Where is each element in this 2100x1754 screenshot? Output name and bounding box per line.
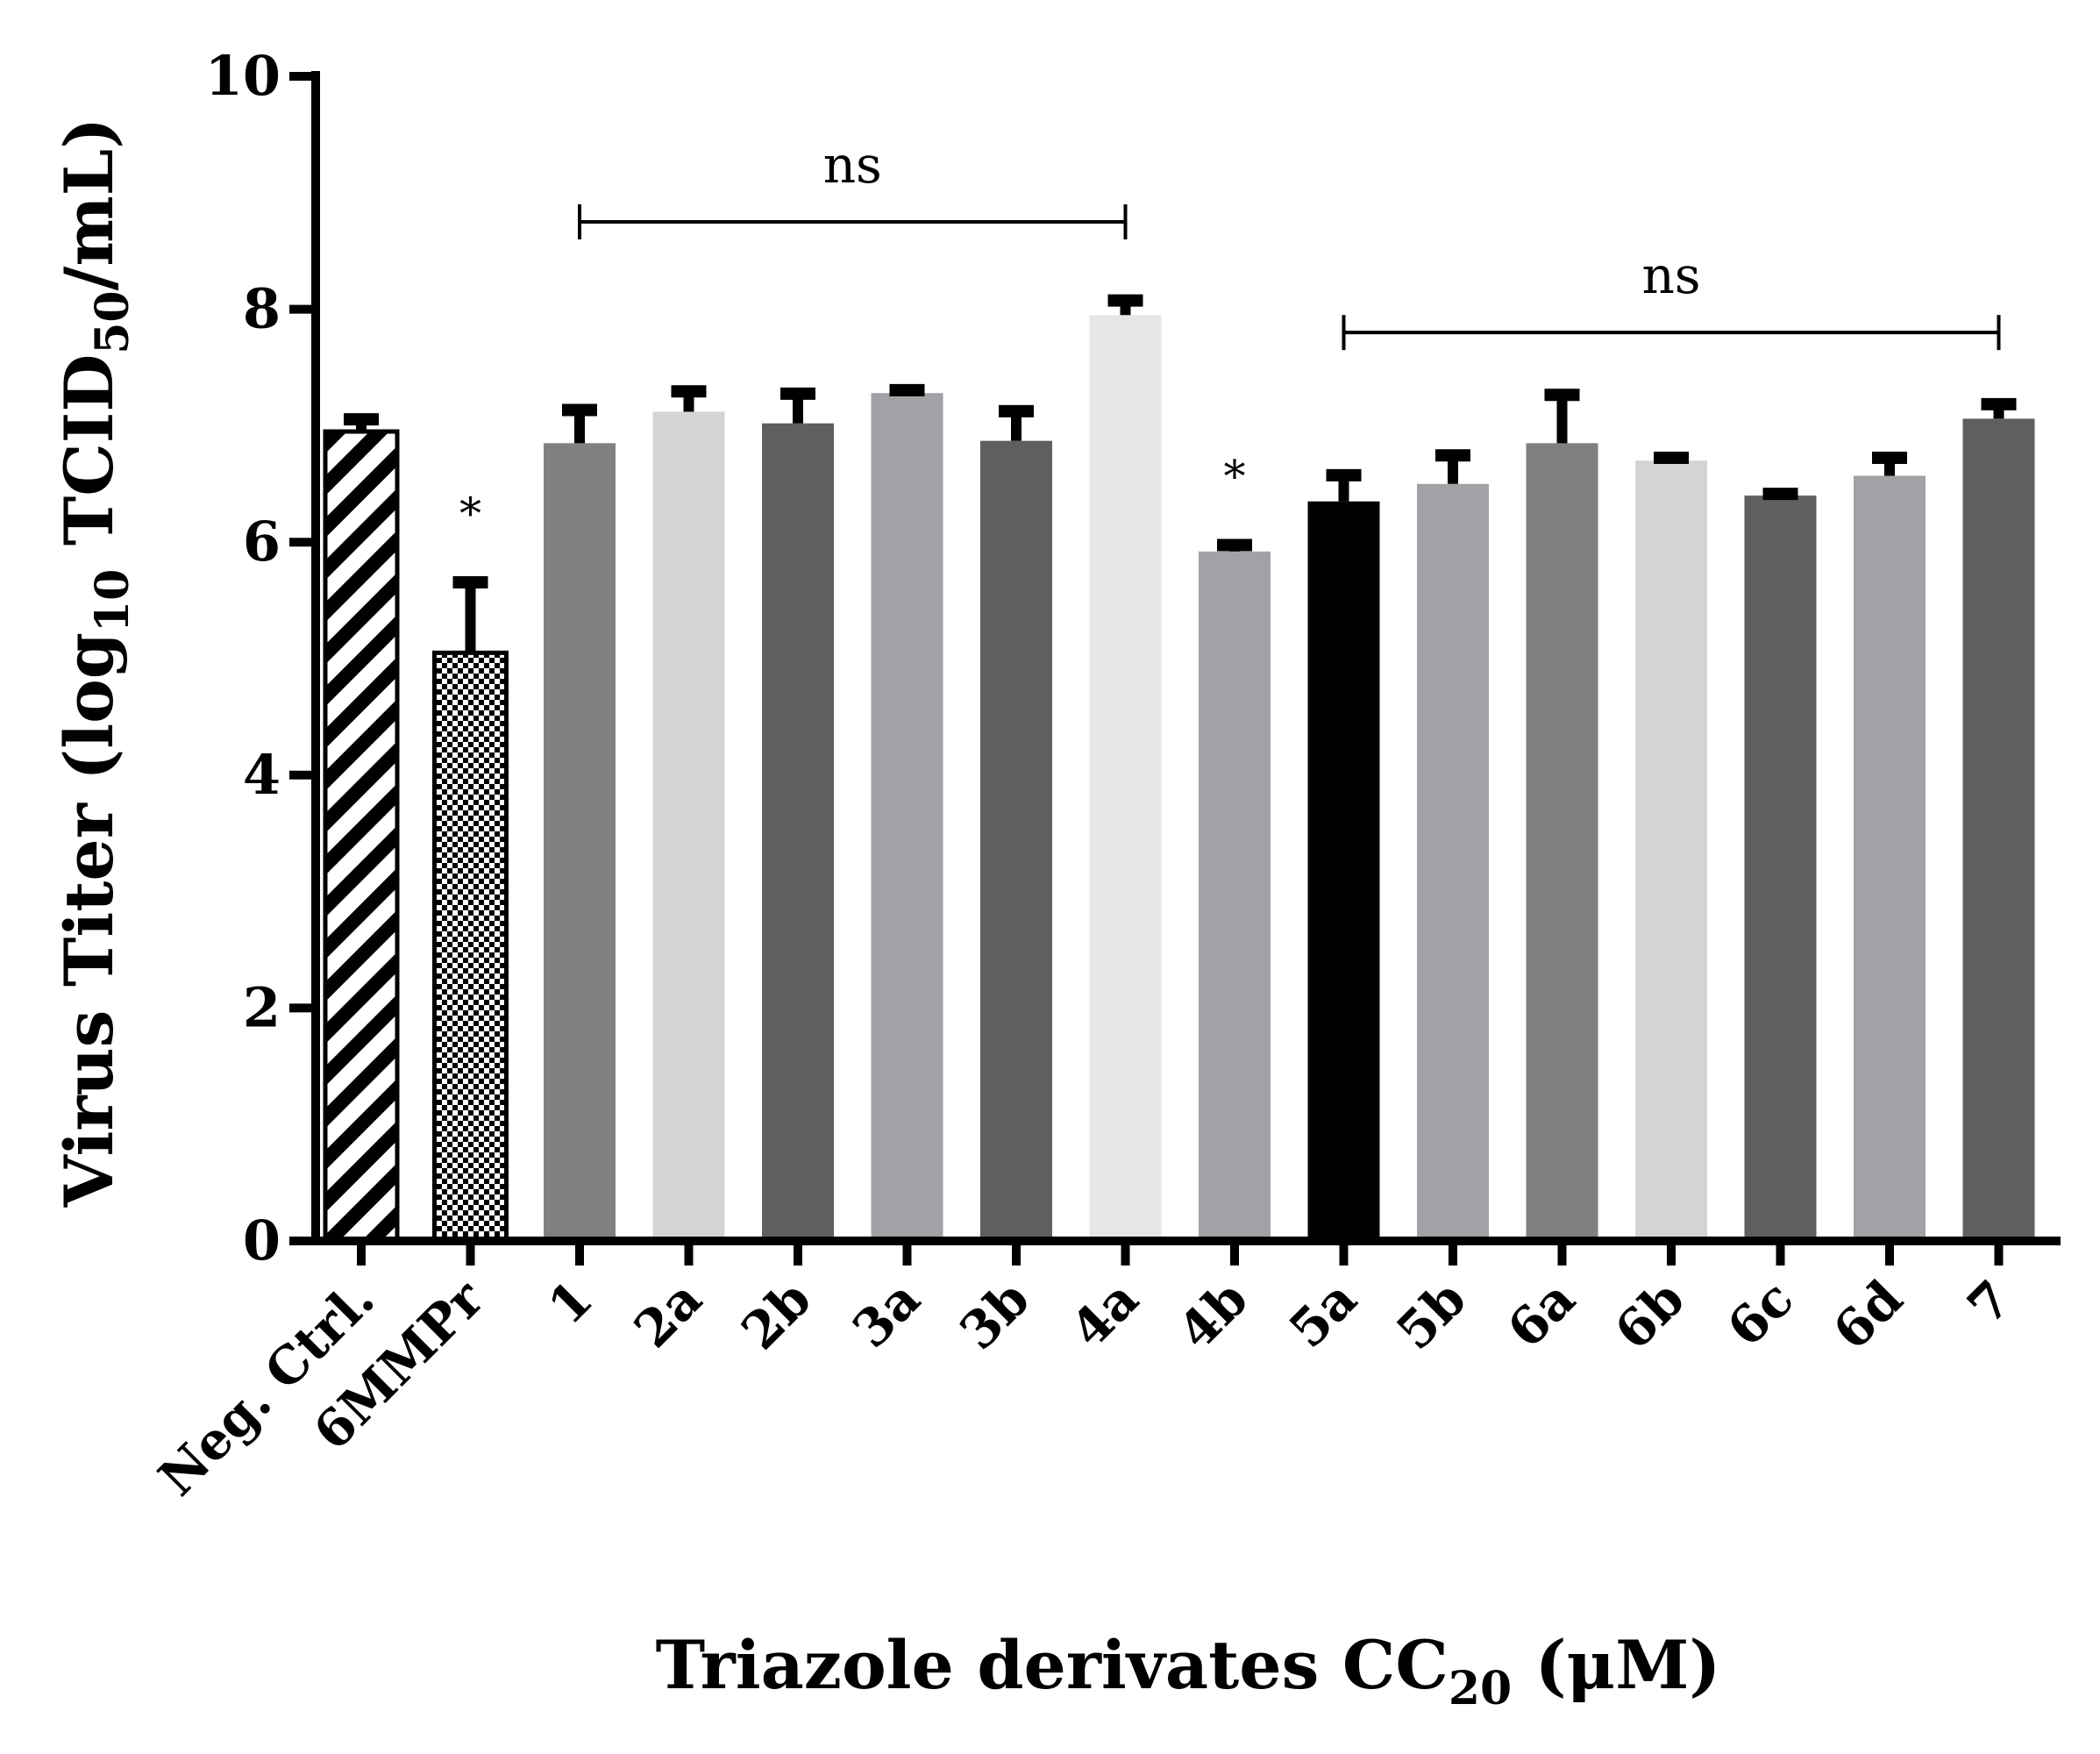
x-tick-label-2a: 2a [623,1269,713,1359]
y-tick-label-0: 0 [243,1209,281,1273]
bar-4a [1089,315,1162,1241]
significance-star-6MMPr: * [459,488,481,539]
x-tick-label-3b: 3b [949,1269,1041,1361]
x-tick-label-2b: 2b [730,1269,822,1361]
x-tick-label-4a: 4a [1059,1269,1150,1359]
x-axis-title-suffix: (μM) [1512,1626,1720,1704]
x-axis-title-sub: 20 [1449,1662,1512,1715]
y-tick-label-2: 2 [243,975,281,1039]
x-tick-label-7: 7 [1956,1269,2024,1337]
x-tick-label-5b: 5b [1385,1269,1477,1361]
x-tick-label-3a: 3a [841,1269,931,1359]
bar-6d [1854,475,1926,1241]
x-tick-label-5a: 5a [1278,1269,1368,1359]
annotations-layer: * * ns ns [459,135,2001,539]
y-axis-title-suffix: /mL) [50,118,128,291]
x-axis-title: Triazole derivates CC20 (μM) [656,1626,1721,1715]
x-tick-label-1: 1 [537,1269,604,1337]
x-tick-label-6b: 6b [1604,1269,1696,1361]
bar-6b [1635,460,1707,1241]
bar-6MMPr [432,650,509,1244]
y-tick-label-8: 8 [243,277,281,341]
x-tick-label-6c: 6c [1716,1269,1805,1358]
bar-5b [1417,483,1489,1241]
x-tick-label-6a: 6a [1496,1269,1586,1359]
x-tick-label-4b: 4b [1167,1269,1259,1361]
x-axis-title-prefix: Triazole derivates CC [656,1626,1449,1704]
bar-2b [762,423,834,1241]
y-axis-title-sub2: 50 [86,290,139,353]
x-tick-label-6d: 6d [1822,1269,1914,1361]
y-axis-title-mid: TCID [50,354,128,569]
bar-3b [980,440,1052,1241]
bar-5a [1307,501,1380,1241]
bracket-label-1: ns [823,135,882,195]
bracket-label-2: ns [1641,246,1700,305]
bar-3a [871,393,943,1241]
bar-Neg. Ctrl. [323,429,400,1244]
y-tick-label-4: 4 [243,743,281,807]
significance-star-4b: * [1224,452,1246,503]
y-axis-title: Virus Titer (log10 TCID50/mL) [50,118,139,1208]
bars-layer [323,294,2035,1244]
bar-1 [544,443,616,1241]
y-axis-title-prefix: Virus Titer (log [50,632,128,1208]
bar-6a [1526,443,1598,1241]
y-axis-title-sub1: 10 [86,569,139,632]
bar-4b [1199,551,1271,1241]
bar-7 [1962,418,2035,1241]
bar-2a [652,411,725,1241]
bar-6c [1744,496,1817,1241]
y-tick-label-6: 6 [243,510,281,574]
y-tick-label-10: 10 [205,44,281,108]
